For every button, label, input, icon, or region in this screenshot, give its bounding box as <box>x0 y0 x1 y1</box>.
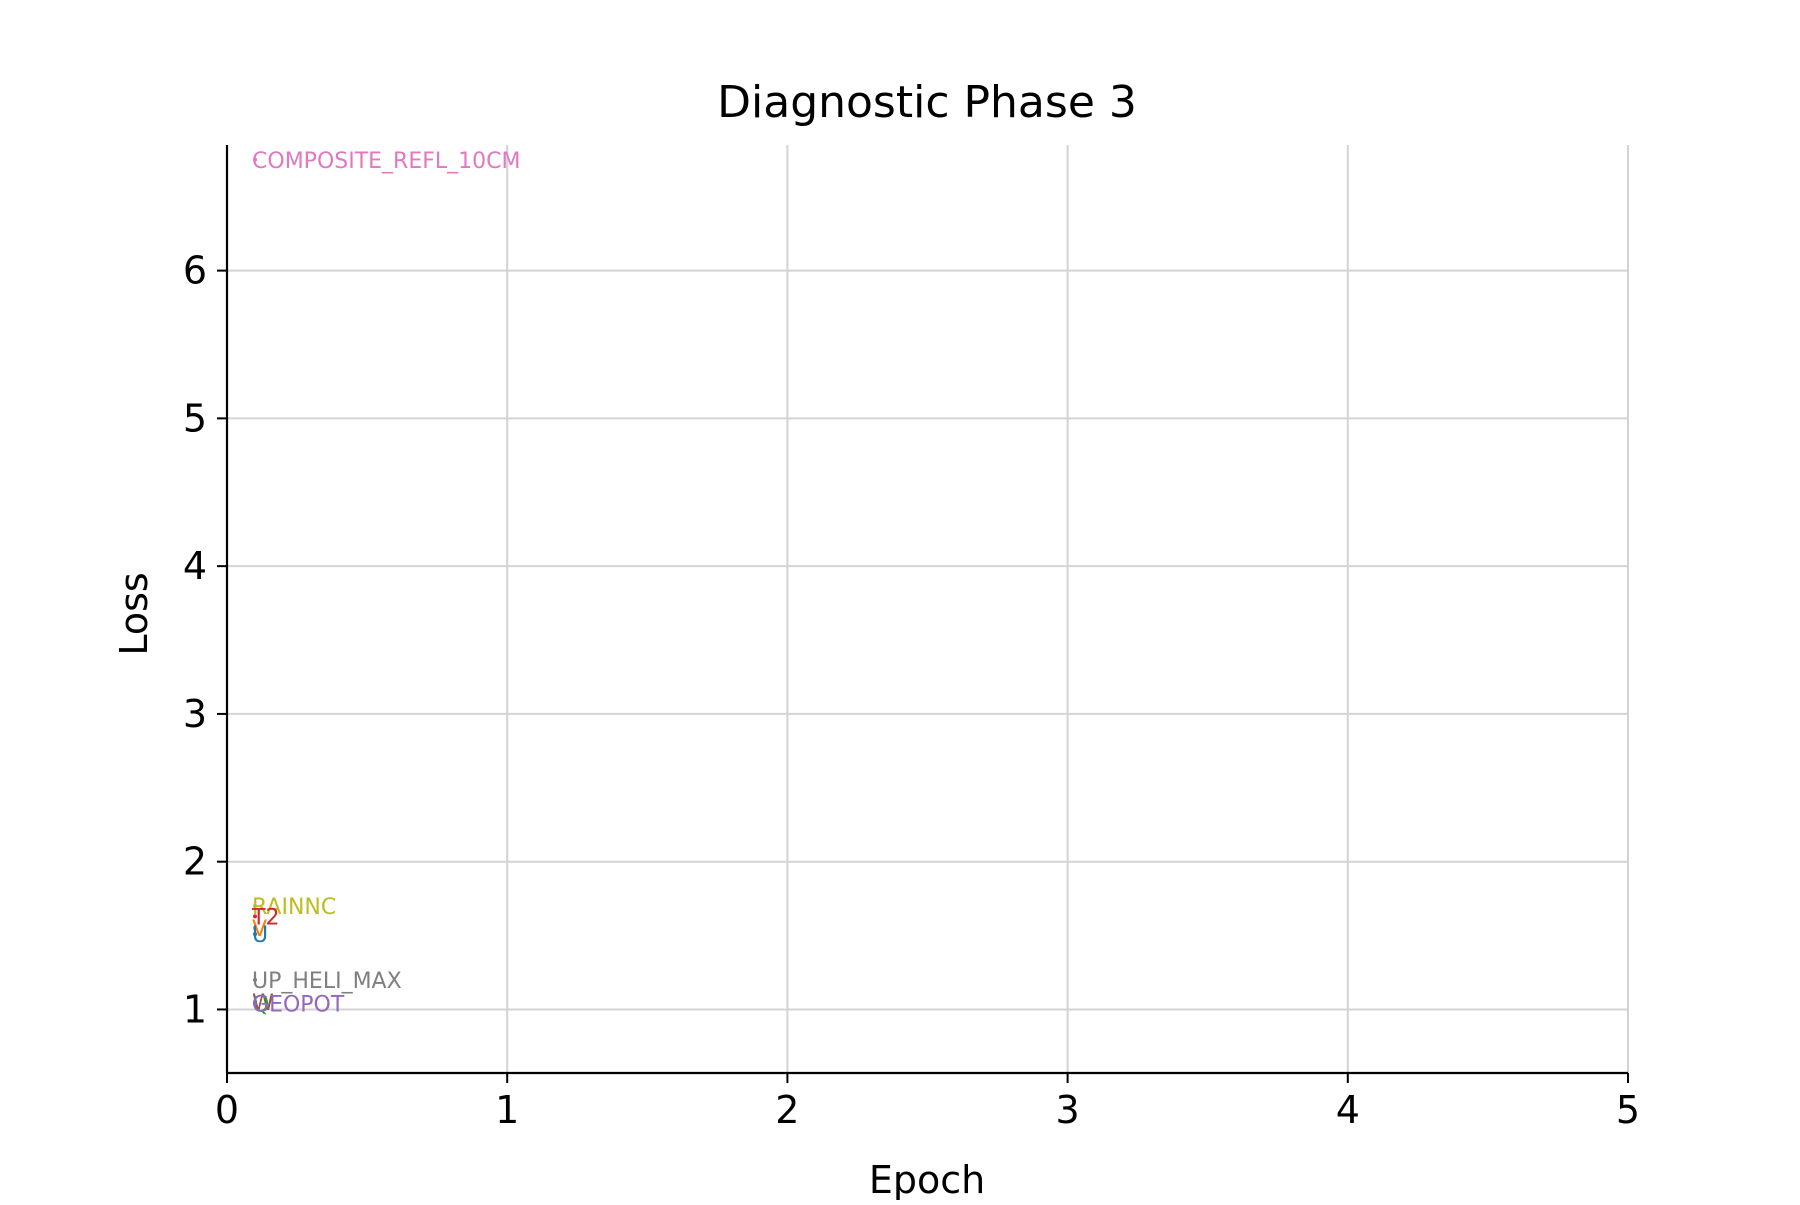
y-tick-label: 5 <box>183 396 207 440</box>
y-axis-title: Loss <box>112 572 156 655</box>
data-point <box>253 157 258 162</box>
chart-title: Diagnostic Phase 3 <box>717 77 1137 128</box>
x-tick-label: 5 <box>1616 1088 1640 1132</box>
series-label: RAINNC <box>252 895 336 920</box>
series-u: U <box>252 923 268 948</box>
series-label: W <box>252 991 274 1016</box>
series-label: Q <box>252 993 269 1018</box>
x-tick-label: 3 <box>1056 1088 1080 1132</box>
series-label: UP_HELI_MAX <box>252 969 402 994</box>
data-point <box>253 926 258 931</box>
series-label: GEOPOT <box>252 993 345 1018</box>
series-label: U <box>252 923 268 948</box>
x-tick-label: 4 <box>1336 1088 1360 1132</box>
y-tick-label: 6 <box>183 249 207 293</box>
series-label: COMPOSITE_REFL_10CM <box>252 149 520 174</box>
x-tick-label: 2 <box>775 1088 799 1132</box>
x-tick-label: 0 <box>215 1088 239 1132</box>
y-tick-label: 2 <box>183 840 207 884</box>
series-rainnc: RAINNC <box>252 895 336 920</box>
series-geopot: GEOPOT <box>252 993 345 1018</box>
data-point <box>253 904 258 909</box>
series-label: T2 <box>251 905 279 930</box>
data-point <box>253 1001 258 1006</box>
series-composite-refl-10cm: COMPOSITE_REFL_10CM <box>252 149 520 174</box>
grid <box>226 145 1629 1073</box>
y-tick-label: 4 <box>183 544 207 588</box>
series-layer: COMPOSITE_REFL_10CMRAINNCT2VUUP_HELI_MAX… <box>251 149 520 1018</box>
data-point <box>253 932 258 937</box>
series-t2: T2 <box>251 905 279 930</box>
data-point <box>253 914 258 919</box>
series-up-heli-max: UP_HELI_MAX <box>252 969 402 994</box>
x-tick-label: 1 <box>495 1088 519 1132</box>
y-tick-label: 1 <box>183 987 207 1031</box>
axes <box>225 145 1628 1075</box>
x-axis-title: Epoch <box>869 1158 985 1200</box>
data-point <box>253 977 258 982</box>
tick-marks: 0 1 2 3 4 5 1 2 3 4 5 6 <box>183 249 1640 1132</box>
y-tick-label: 3 <box>183 692 207 736</box>
